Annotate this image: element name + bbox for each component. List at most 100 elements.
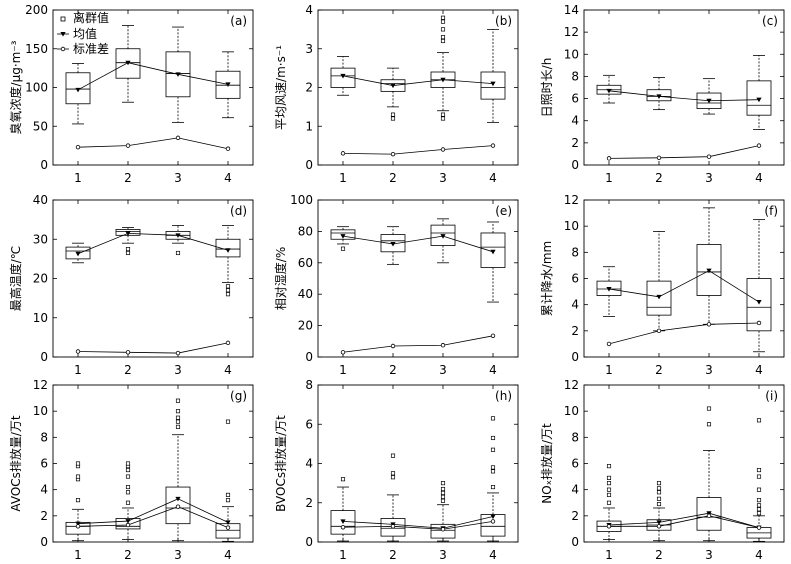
outlier-point <box>490 447 496 452</box>
outlier-point <box>490 469 496 474</box>
x-tick-label: 4 <box>224 171 232 185</box>
mean-marker <box>75 521 81 527</box>
y-axis-label: 日照时长/h <box>540 58 554 118</box>
outlier-point <box>75 461 81 466</box>
outlier-point <box>390 471 396 476</box>
y-tick-label: 4 <box>571 483 579 497</box>
sd-marker <box>606 524 612 529</box>
y-tick-label: 10 <box>564 404 579 418</box>
sd-marker <box>706 154 712 159</box>
y-tick-label: 20 <box>298 319 313 333</box>
panel-label: (g) <box>230 389 247 403</box>
outlier-point <box>440 112 446 117</box>
sd-marker <box>490 333 496 339</box>
y-tick-label: 0 <box>571 158 579 172</box>
x-tick-label: 2 <box>124 548 132 562</box>
panel-h: 0 2 4 6 8 1 2 3 4 BVOCs排放量/万t (h) <box>273 378 519 562</box>
y-tick-label: 10 <box>564 47 579 61</box>
outlier-point <box>706 406 712 411</box>
y-tick-label: 3 <box>305 42 313 56</box>
y-axis-label: 臭氧浓度/μg·m⁻³ <box>8 40 23 134</box>
outlier-point <box>606 492 612 497</box>
x-tick-label: 2 <box>655 171 663 185</box>
mean-marker <box>125 519 131 524</box>
outlier-point <box>656 496 662 501</box>
x-tick-label: 3 <box>705 171 713 185</box>
sd-marker <box>340 151 346 156</box>
outlier-point <box>756 487 762 492</box>
y-axis-label: 平均风速/m·s⁻¹ <box>274 45 288 130</box>
mean-marker <box>390 83 396 89</box>
box-4 <box>746 54 772 130</box>
y-tick-label: 8 <box>571 430 579 444</box>
panel-b: 0 1 2 3 4 1 2 3 4 平均风速/m·s⁻¹ (b) <box>274 3 519 185</box>
y-tick-label: 12 <box>564 193 579 207</box>
mean-marker <box>175 496 181 502</box>
y-tick-label: 8 <box>571 245 579 259</box>
mean-marker <box>656 294 662 300</box>
sd-marker <box>490 143 496 148</box>
x-tick-label: 4 <box>224 548 232 562</box>
outlier-point <box>756 507 762 512</box>
mean-marker <box>175 233 181 238</box>
box-4 <box>746 418 772 542</box>
x-tick-label: 3 <box>439 548 447 562</box>
box-4 <box>746 219 772 353</box>
x-tick-label: 1 <box>74 171 82 185</box>
sd-marker <box>225 146 231 151</box>
box-1 <box>65 461 91 542</box>
x-tick-label: 2 <box>124 363 132 377</box>
outlier-point <box>440 38 446 44</box>
x-tick-label: 1 <box>339 363 347 377</box>
y-axis-label: NOₓ排放量/万t <box>539 423 554 504</box>
sd-marker <box>706 513 712 519</box>
mean-marker <box>340 234 346 239</box>
outlier-point <box>440 490 446 495</box>
sd-line <box>77 342 229 354</box>
sd-marker <box>440 527 446 532</box>
sd-marker <box>756 320 762 326</box>
y-tick-label: 0 <box>40 350 48 364</box>
outlier-point <box>175 419 181 424</box>
box-3 <box>430 481 456 542</box>
mean-marker <box>225 82 231 87</box>
sd-marker <box>440 147 446 152</box>
sd-marker <box>125 522 131 528</box>
x-tick-label: 3 <box>174 548 182 562</box>
mean-marker <box>706 268 712 274</box>
mean-marker <box>656 520 662 525</box>
sd-marker <box>340 525 346 530</box>
y-tick-label: 0 <box>571 350 579 364</box>
x-tick-label: 4 <box>755 171 763 185</box>
mean-line <box>342 75 494 86</box>
box-3 <box>430 15 456 121</box>
mean-marker <box>225 248 231 253</box>
box-1 <box>596 266 622 317</box>
sd-marker <box>490 519 496 524</box>
box-4 <box>215 225 241 297</box>
y-tick-label: 0 <box>40 535 48 549</box>
sd-marker <box>706 322 712 327</box>
box-4 <box>480 221 506 303</box>
y-tick-label: 8 <box>305 378 313 392</box>
outlier-point <box>440 15 446 20</box>
x-tick-label: 3 <box>174 171 182 185</box>
sd-marker <box>75 524 81 529</box>
sd-line <box>608 322 760 345</box>
sd-marker <box>440 343 446 348</box>
mean-marker <box>490 514 496 520</box>
mean-marker <box>125 231 131 236</box>
sd-marker <box>656 155 662 161</box>
y-tick-label: 150 <box>25 42 48 56</box>
x-tick-label: 1 <box>605 171 613 185</box>
box-3 <box>165 225 191 256</box>
mean-marker <box>606 88 612 94</box>
box-rect <box>215 238 241 258</box>
mean-line <box>77 498 229 525</box>
outlier-point <box>756 498 762 503</box>
plot-frame <box>52 384 254 543</box>
